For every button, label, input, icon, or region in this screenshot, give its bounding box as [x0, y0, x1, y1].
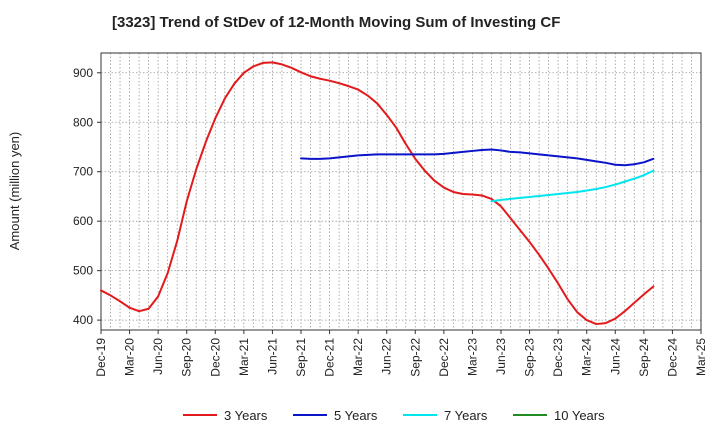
x-tick-label: Sep-21	[294, 338, 308, 377]
x-tick-label: Jun-21	[265, 338, 279, 375]
legend-label: 10 Years	[554, 408, 605, 423]
y-tick-label: 600	[73, 214, 93, 228]
legend-label: 5 Years	[334, 408, 378, 423]
x-tick-label: Jun-22	[380, 338, 394, 375]
x-tick-label: Dec-23	[551, 338, 565, 377]
x-tick-label: Dec-24	[665, 338, 679, 377]
series-lines	[100, 61, 655, 326]
x-tick-label: Dec-19	[94, 338, 108, 377]
legend: 3 Years 5 Years 7 Years 10 Years	[183, 408, 605, 423]
series-line	[490, 169, 655, 203]
x-tick-label: Mar-25	[694, 338, 708, 376]
x-axis-ticks: Dec-19 Mar-20 Jun-20 Sep-20 Dec-20 Mar-21 Jun-…	[94, 330, 708, 377]
x-tick-label: Sep-23	[523, 338, 537, 377]
grid-lines	[101, 53, 701, 330]
y-axis-ticks: 400 500 600 700 800 900	[73, 66, 101, 327]
legend-label: 7 Years	[444, 408, 488, 423]
x-tick-label: Sep-24	[637, 338, 651, 377]
x-tick-label: Mar-23	[465, 338, 479, 376]
x-tick-label: Mar-24	[580, 338, 594, 376]
x-tick-label: Mar-20	[123, 338, 137, 376]
x-tick-label: Dec-21	[323, 338, 337, 377]
series-line	[300, 148, 655, 167]
series-line	[100, 61, 655, 326]
x-tick-label: Mar-22	[351, 338, 365, 376]
y-tick-label: 700	[73, 165, 93, 179]
y-axis-label: Amount (million yen)	[7, 132, 22, 251]
x-tick-label: Jun-20	[151, 338, 165, 375]
chart-title: [3323] Trend of StDev of 12-Month Moving…	[112, 14, 561, 31]
y-tick-label: 800	[73, 115, 93, 129]
plot-frame	[100, 52, 702, 331]
x-tick-label: Jun-24	[608, 338, 622, 375]
x-tick-label: Sep-22	[408, 338, 422, 377]
x-tick-label: Dec-20	[208, 338, 222, 377]
x-tick-label: Sep-20	[180, 338, 194, 377]
y-tick-label: 500	[73, 264, 93, 278]
x-tick-label: Jun-23	[494, 338, 508, 375]
x-tick-label: Dec-22	[437, 338, 451, 377]
legend-label: 3 Years	[224, 408, 268, 423]
y-tick-label: 400	[73, 313, 93, 327]
y-tick-label: 900	[73, 66, 93, 80]
x-tick-label: Mar-21	[237, 338, 251, 376]
